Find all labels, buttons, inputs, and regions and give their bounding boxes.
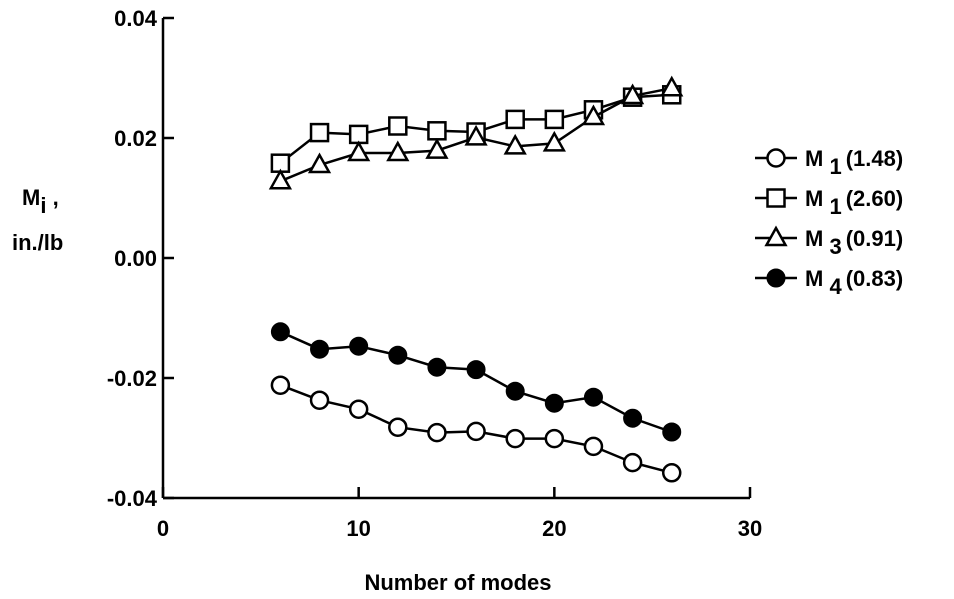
legend-symbol: M — [805, 266, 829, 291]
x-tick-label: 0 — [157, 516, 169, 541]
y-axis-symbol-main: M — [22, 185, 40, 210]
data-point — [581, 104, 606, 126]
data-point — [466, 421, 486, 442]
data-point — [466, 360, 486, 380]
y-tick-label: -0.04 — [107, 486, 158, 511]
y-axis-symbol-subscript: i — [40, 193, 46, 218]
data-point — [544, 428, 565, 449]
legend-label: M 1 (1.48) — [805, 146, 903, 179]
data-point — [427, 357, 447, 377]
legend-subscript: 1 — [829, 194, 841, 219]
y-tick-label: 0.02 — [114, 126, 157, 151]
legend-item-4: M 4 (0.83) — [755, 266, 903, 299]
data-point — [622, 452, 643, 473]
data-point — [583, 436, 604, 457]
data-point — [427, 121, 447, 141]
y-axis-symbol-suffix: , — [46, 185, 58, 210]
axes: 0.04 0.02 0.00 -0.02 -0.04 0 10 20 30 — [107, 6, 762, 541]
y-tick-label: 0.00 — [114, 246, 157, 271]
data-point — [348, 124, 369, 145]
data-point — [386, 140, 410, 162]
legend-marker — [764, 225, 788, 247]
data-point — [544, 393, 564, 413]
data-point — [505, 381, 525, 401]
x-tick-label: 20 — [542, 516, 566, 541]
legend-label: M 4 (0.83) — [805, 266, 903, 299]
data-point — [388, 345, 408, 365]
data-point — [583, 387, 603, 407]
data-point — [464, 124, 488, 146]
data-point — [307, 152, 332, 174]
data-point — [347, 140, 371, 162]
y-axis-symbol: Mi , — [22, 185, 59, 218]
data-point — [623, 408, 643, 428]
data-point — [542, 130, 566, 152]
data-point — [425, 138, 449, 159]
data-point — [427, 422, 447, 443]
data-point — [544, 109, 565, 130]
legend-label: M 1 (2.60) — [805, 186, 903, 219]
legend-symbol: M — [805, 186, 829, 211]
series-3 — [268, 75, 684, 190]
legend-marker — [766, 188, 786, 208]
data-point — [505, 428, 525, 449]
legend-subscript: 3 — [829, 234, 841, 259]
data-point — [505, 109, 525, 130]
legend-marker — [766, 268, 786, 288]
y-tick-label: -0.02 — [107, 366, 157, 391]
legend-subscript: 1 — [829, 154, 841, 179]
data-point — [660, 75, 684, 97]
legend-symbol: M — [805, 226, 829, 251]
legend-symbol: M — [805, 146, 829, 171]
x-axis-title: Number of modes — [364, 570, 551, 595]
data-point — [270, 322, 290, 342]
data-point — [620, 83, 645, 105]
data-point — [310, 339, 330, 359]
y-tick-label: 0.04 — [114, 6, 158, 31]
legend: M 1 (1.48)M 1 (2.60)M 3 (0.91)M 4 (0.83) — [755, 146, 903, 299]
legend-value: (1.48) — [846, 146, 903, 171]
legend-label: M 3 (0.91) — [805, 226, 903, 259]
data-point — [661, 463, 682, 483]
legend-item-2: M 1 (2.60) — [755, 186, 903, 219]
data-point — [268, 168, 293, 190]
data-point — [309, 122, 330, 143]
series-line — [279, 330, 673, 434]
legend-item-3: M 3 (0.91) — [755, 225, 903, 259]
x-tick-label: 10 — [346, 516, 370, 541]
series-1 — [270, 375, 682, 483]
labels: Number of modes Mi , in./lb — [12, 185, 552, 595]
data-point — [503, 133, 527, 155]
data-point — [270, 375, 291, 395]
legend-value: (0.91) — [846, 226, 903, 251]
x-tick-label: 30 — [738, 516, 762, 541]
legend-value: (0.83) — [846, 266, 903, 291]
data-point — [309, 390, 330, 410]
y-axis-units: in./lb — [12, 230, 63, 255]
series-4 — [270, 322, 682, 442]
data-point — [349, 336, 369, 356]
legend-marker — [766, 148, 786, 168]
legend-subscript: 4 — [829, 274, 842, 299]
data-point — [388, 116, 408, 136]
series-layer — [268, 75, 684, 483]
data-point — [388, 417, 408, 437]
data-point — [348, 399, 369, 419]
data-point — [662, 422, 682, 442]
legend-item-1: M 1 (1.48) — [755, 146, 903, 179]
legend-value: (2.60) — [846, 186, 903, 211]
